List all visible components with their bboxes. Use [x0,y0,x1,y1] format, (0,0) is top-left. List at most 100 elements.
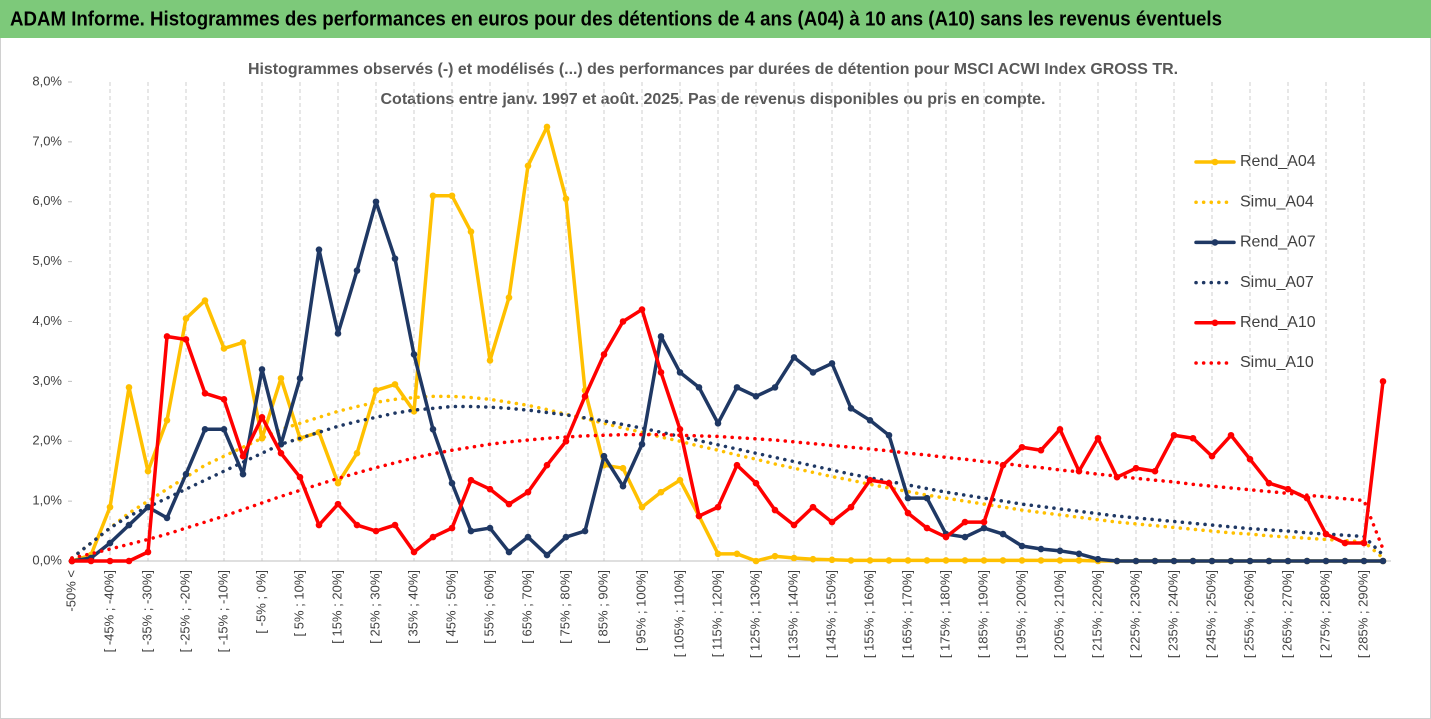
point [657,488,665,496]
y-tick-label: 7,0% [32,133,62,148]
point [1379,378,1387,385]
x-tick-label: [ 15% ; 20%] [329,570,344,644]
point [1056,557,1064,564]
point [809,369,817,376]
point [1151,467,1159,475]
point [923,557,931,564]
point [353,267,361,274]
x-tick-label: [ 175% ; 180%] [937,570,952,658]
chart-subtitle: Cotations entre janv. 1997 et août. 2025… [381,91,1046,108]
point [391,521,399,529]
point [1075,557,1083,564]
x-tick-label: [ 245% ; 250%] [1203,570,1218,658]
x-tick-label: [ 65% ; 70%] [519,570,534,644]
point [201,390,209,397]
point [239,339,247,346]
point [1227,557,1235,565]
point [106,539,114,547]
point [619,318,627,325]
point [619,464,627,472]
y-tick-label: 5,0% [32,253,62,268]
point [562,437,570,445]
point [771,552,779,560]
point [353,449,361,457]
point [125,384,133,391]
point [1341,557,1349,565]
point [942,533,950,541]
y-tick-label: 8,0% [32,73,62,88]
point [106,503,114,511]
model-line [70,432,1385,560]
y-tick-label: 4,0% [32,313,62,328]
point [448,479,456,487]
x-tick-label: [ 125% ; 130%] [747,570,762,658]
point [1018,557,1026,564]
chart-title: ADAM Informe. Histogrammes des performan… [10,8,1222,30]
point [1284,557,1292,565]
point [1284,485,1292,493]
x-tick-label: [ 35% ; 40%] [405,570,420,644]
point [182,470,190,478]
x-tick-label: [ 145% ; 150%] [823,570,838,658]
point [999,557,1007,564]
x-tick-label: [ 5% ; 10%] [291,570,306,636]
point [1227,431,1235,439]
point [201,297,209,304]
point [961,557,969,564]
point [904,557,912,564]
point [904,509,912,517]
point [258,414,266,421]
point [277,375,285,382]
point [676,425,684,433]
point [1322,557,1330,565]
point [809,555,817,563]
y-tick-label: 6,0% [32,193,62,208]
point [771,506,779,514]
x-tick-label: -50% < [63,570,78,612]
point [524,162,532,170]
point [1037,545,1045,553]
point [866,476,874,484]
point [1094,434,1102,442]
point [68,557,76,565]
point [562,533,570,541]
point [543,551,551,559]
point [1208,452,1216,460]
point [201,425,209,433]
x-tick-label: [ 45% ; 50%] [443,570,458,644]
point [980,518,988,526]
x-tick-label: [ 55% ; 60%] [481,570,496,644]
x-tick-label: [ 285% ; 290%] [1355,570,1370,658]
point [182,315,190,322]
y-tick-label: 2,0% [32,433,62,448]
point [239,470,247,478]
point [847,503,855,511]
point [182,336,190,343]
point [87,557,95,565]
point [163,416,171,424]
y-tick-label: 0,0% [32,552,62,567]
point [676,369,684,376]
point [752,557,760,565]
point [1170,431,1178,439]
point [106,557,114,565]
point [733,384,741,391]
legend-label: Simu_A10 [1240,354,1314,371]
point [410,408,418,415]
point [353,521,361,529]
point [144,548,152,556]
x-tick-label: [ -5% ; 0%] [253,570,268,634]
point [1265,479,1273,487]
point [505,294,513,301]
point [980,524,988,532]
point [790,354,798,361]
point [866,416,874,424]
point [942,557,950,564]
point [676,476,684,484]
point [467,476,475,484]
point [638,503,646,511]
x-tick-label: [ 135% ; 140%] [785,570,800,658]
point [1132,557,1140,565]
point [1094,555,1102,563]
